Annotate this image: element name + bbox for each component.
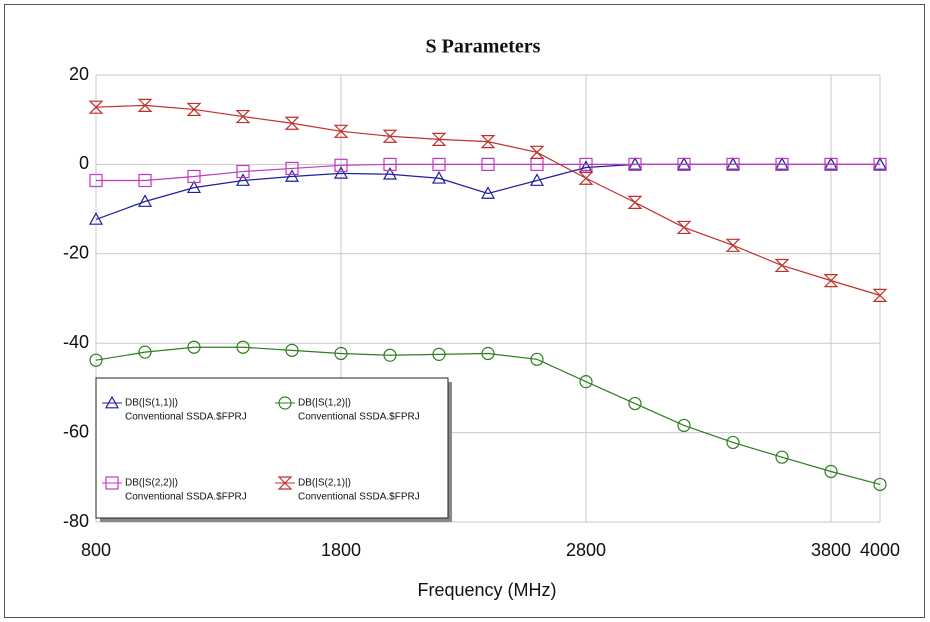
- marker: [138, 345, 152, 359]
- y-tick-label: 20: [69, 64, 89, 84]
- marker: [530, 352, 544, 366]
- marker: [726, 435, 740, 450]
- grid: 20 0 -20 -40 -60 -80 800 1800 2800 3800 4000: [63, 64, 900, 560]
- marker: [236, 164, 250, 179]
- marker: [823, 274, 839, 288]
- marker: [278, 396, 292, 410]
- series: [89, 340, 887, 492]
- marker: [236, 340, 250, 354]
- legend-dataset: Conventional SSDA.$FPRJ: [125, 412, 247, 423]
- marker: [775, 157, 789, 171]
- marker: [277, 476, 293, 490]
- marker: [235, 109, 251, 124]
- legend-label: DB(|S(1,2)|): [298, 398, 351, 409]
- legend-label: DB(|S(2,1)|): [298, 478, 351, 489]
- marker: [186, 102, 202, 117]
- marker: [334, 346, 348, 361]
- y-tick-label: -80: [63, 511, 89, 531]
- legend-label: DB(|S(1,1)|): [125, 398, 178, 409]
- x-tick-label: 1800: [321, 540, 361, 560]
- marker: [676, 220, 692, 235]
- marker: [873, 477, 887, 492]
- y-tick-label: -20: [63, 243, 89, 263]
- y-tick-label: 0: [79, 153, 89, 173]
- series: [88, 98, 888, 302]
- marker: [431, 171, 447, 184]
- marker: [529, 173, 545, 186]
- marker: [725, 238, 741, 252]
- marker: [137, 98, 153, 112]
- marker: [578, 171, 594, 185]
- y-tick-label: -60: [63, 421, 89, 441]
- marker: [89, 353, 103, 367]
- marker: [872, 288, 888, 302]
- plot: [88, 98, 888, 492]
- marker: [383, 157, 397, 171]
- marker: [628, 157, 642, 171]
- marker: [628, 396, 642, 411]
- frame: [4, 4, 925, 618]
- marker: [481, 157, 495, 171]
- legend-box: [95, 377, 449, 519]
- marker: [187, 169, 201, 184]
- legend-dataset: Conventional SSDA.$FPRJ: [298, 412, 420, 423]
- marker: [186, 180, 202, 194]
- marker: [334, 158, 348, 172]
- x-axis-label: Frequency (MHz): [417, 580, 556, 600]
- marker: [235, 173, 251, 186]
- marker: [285, 343, 299, 357]
- marker: [137, 194, 153, 207]
- marker: [677, 418, 691, 433]
- marker: [382, 166, 398, 180]
- marker: [285, 161, 299, 176]
- x-tick-label: 3800: [811, 540, 851, 560]
- marker: [627, 195, 643, 209]
- marker: [382, 129, 398, 143]
- marker: [383, 348, 397, 362]
- chart-title: S Parameters: [426, 36, 541, 58]
- x-tick-label: 4000: [860, 540, 900, 560]
- marker: [774, 258, 790, 273]
- series-line: [96, 163, 880, 182]
- y-tick-label: -40: [63, 332, 89, 352]
- marker: [775, 450, 789, 464]
- marker: [89, 173, 103, 188]
- x-tick-label: 2800: [566, 540, 606, 560]
- marker: [824, 464, 838, 479]
- marker: [187, 340, 201, 354]
- legend: DB(|S(1,1)|) Conventional SSDA.$FPRJ DB(|S…: [95, 377, 452, 522]
- marker: [284, 169, 300, 182]
- marker: [333, 124, 349, 138]
- legend-label: DB(|S(2,2)|): [125, 478, 178, 489]
- marker: [431, 132, 447, 146]
- marker: [432, 157, 446, 171]
- marker: [138, 173, 152, 188]
- marker: [88, 212, 104, 225]
- marker: [529, 145, 545, 159]
- marker: [480, 135, 496, 149]
- marker: [579, 157, 593, 171]
- marker: [333, 166, 349, 179]
- series-line: [95, 346, 881, 486]
- marker: [726, 157, 740, 171]
- marker: [432, 347, 446, 361]
- marker: [480, 186, 496, 199]
- legend-dataset: Conventional SSDA.$FPRJ: [125, 492, 247, 503]
- marker: [481, 346, 495, 361]
- marker: [284, 116, 300, 130]
- x-tick-label: 800: [81, 540, 111, 560]
- marker: [104, 395, 120, 409]
- marker: [677, 157, 691, 171]
- marker: [579, 375, 593, 389]
- marker: [873, 157, 887, 171]
- legend-dataset: Conventional SSDA.$FPRJ: [298, 492, 420, 503]
- marker: [88, 100, 104, 114]
- marker: [824, 157, 838, 171]
- marker: [105, 476, 119, 490]
